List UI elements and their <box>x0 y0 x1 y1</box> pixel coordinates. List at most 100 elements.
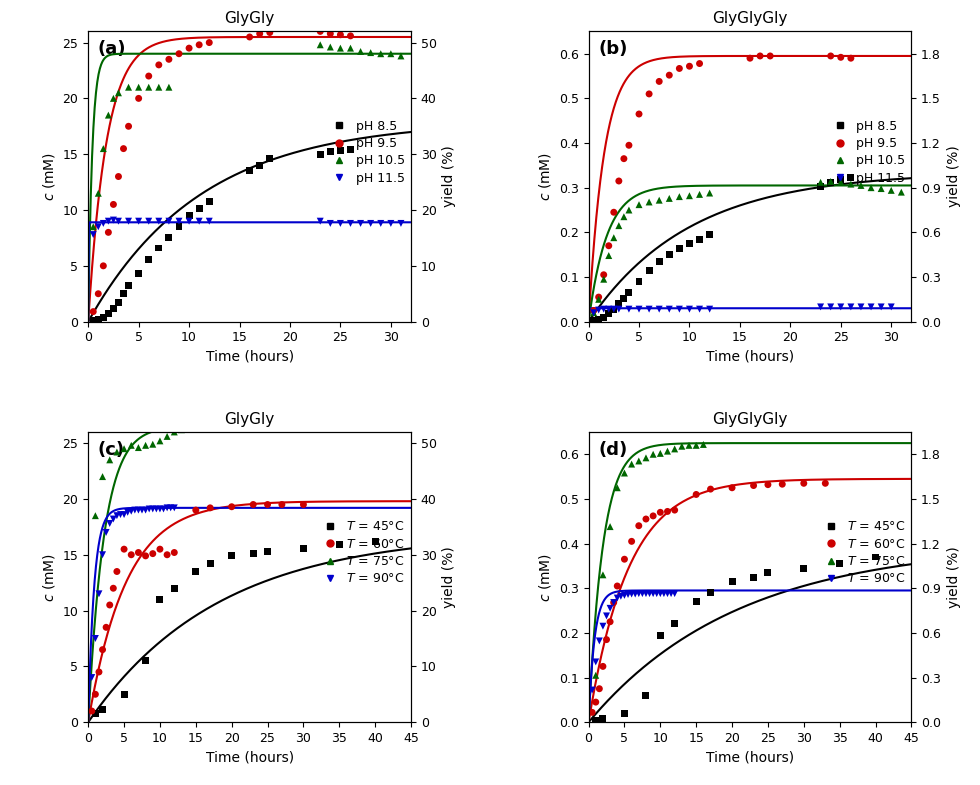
Point <box>252 27 268 40</box>
Point <box>383 217 399 230</box>
Point <box>130 504 146 517</box>
Point <box>151 81 167 93</box>
Title: GlyGly: GlyGly <box>224 411 274 426</box>
Point <box>130 92 146 104</box>
Text: (d): (d) <box>598 440 627 458</box>
Point <box>586 314 602 327</box>
Point <box>681 439 697 451</box>
Point <box>843 178 858 191</box>
Point <box>85 305 101 318</box>
Point <box>95 549 111 561</box>
Point <box>87 509 103 522</box>
Point <box>130 546 146 559</box>
Point <box>84 705 100 717</box>
Point <box>596 303 612 316</box>
Point <box>202 36 218 49</box>
Point <box>611 303 626 316</box>
Point <box>760 566 776 579</box>
Point <box>599 633 614 646</box>
Point <box>181 210 197 222</box>
Point <box>662 69 677 82</box>
Point <box>85 228 101 241</box>
Point <box>191 215 207 228</box>
Point <box>202 502 218 514</box>
Point <box>586 306 602 319</box>
Point <box>662 303 677 316</box>
Point <box>652 194 667 206</box>
Point <box>343 42 359 54</box>
Point <box>313 148 328 160</box>
Legend: $T$ = 45°C, $T$ = 60°C, $T$ = 75°C, $T$ = 90°C: $T$ = 45°C, $T$ = 60°C, $T$ = 75°C, $T$ … <box>818 520 906 586</box>
Point <box>631 520 647 532</box>
Point <box>195 419 211 432</box>
Point <box>601 250 616 262</box>
Point <box>101 109 117 122</box>
Point <box>332 28 348 41</box>
Point <box>606 206 621 218</box>
Point <box>610 580 625 593</box>
Point <box>662 248 677 261</box>
Point <box>101 308 117 320</box>
Point <box>817 477 833 490</box>
Point <box>603 520 618 533</box>
Point <box>90 287 106 300</box>
Point <box>95 470 111 483</box>
Point <box>111 215 126 228</box>
Point <box>117 508 132 520</box>
Point <box>823 175 839 188</box>
Point <box>191 203 207 215</box>
Point <box>616 292 632 305</box>
Point <box>161 232 176 244</box>
Point <box>595 712 611 725</box>
Point <box>586 305 602 317</box>
Point <box>313 25 328 38</box>
Point <box>141 70 157 82</box>
Point <box>172 215 187 228</box>
Point <box>322 41 338 53</box>
Point <box>87 688 103 700</box>
Point <box>313 215 328 228</box>
Point <box>584 684 600 696</box>
Point <box>130 215 146 228</box>
Point <box>671 303 687 316</box>
Point <box>106 513 122 525</box>
Point <box>603 615 618 628</box>
Point <box>631 108 647 120</box>
Point <box>692 233 708 246</box>
Y-axis label: $c$ (mM): $c$ (mM) <box>41 553 57 601</box>
Point <box>91 587 107 600</box>
Point <box>363 46 378 59</box>
Point <box>152 502 168 515</box>
Point <box>120 506 135 519</box>
Point <box>87 632 103 644</box>
Point <box>666 443 682 455</box>
Point <box>703 586 718 599</box>
Point <box>373 217 389 230</box>
Point <box>145 438 161 451</box>
Point <box>823 301 839 313</box>
Point <box>191 38 207 51</box>
Point <box>601 303 616 316</box>
Point <box>682 60 698 72</box>
Point <box>631 303 647 316</box>
Point <box>167 582 182 594</box>
Point <box>181 215 197 228</box>
Point <box>130 441 146 454</box>
Point <box>296 542 312 554</box>
Point <box>106 214 122 226</box>
Point <box>141 81 157 93</box>
Point <box>138 504 154 517</box>
Point <box>353 217 368 230</box>
X-axis label: Time (hours): Time (hours) <box>206 350 294 364</box>
Point <box>606 303 621 316</box>
Point <box>588 655 604 668</box>
Point <box>591 293 607 305</box>
Point <box>322 146 338 159</box>
Point <box>599 610 614 623</box>
Point <box>682 189 698 202</box>
Point <box>666 618 682 630</box>
Point <box>796 562 811 575</box>
Point <box>223 550 239 562</box>
Point <box>95 217 111 230</box>
Point <box>641 303 657 316</box>
